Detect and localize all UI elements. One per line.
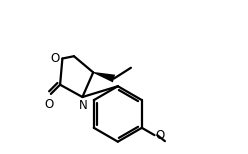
Text: N: N xyxy=(79,99,88,112)
Text: O: O xyxy=(155,129,165,142)
Text: O: O xyxy=(50,52,60,65)
Text: O: O xyxy=(45,98,54,111)
Polygon shape xyxy=(93,72,115,82)
